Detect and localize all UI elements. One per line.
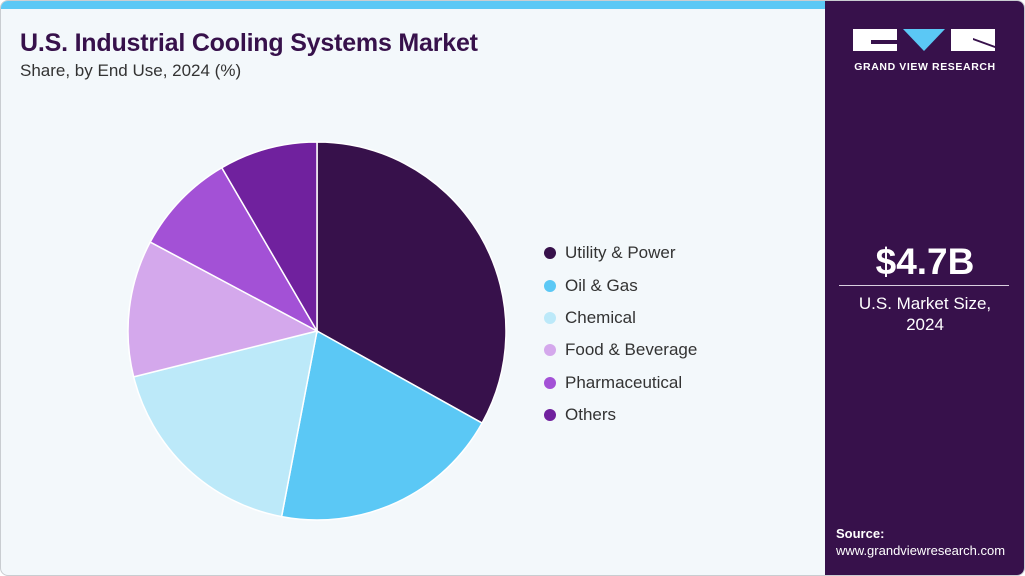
legend-dot-icon	[544, 311, 556, 324]
legend-label: Food & Beverage	[565, 340, 698, 360]
market-size-label-line2: 2024	[906, 315, 944, 334]
sidebar: GRAND VIEW RESEARCH $4.7B U.S. Market Si…	[825, 1, 1024, 575]
chart-subtitle: Share, by End Use, 2024 (%)	[20, 61, 242, 80]
legend-item-others: Others	[544, 399, 697, 431]
legend-dot-icon	[544, 376, 556, 389]
chart-title: U.S. Industrial Cooling Systems Market	[20, 29, 478, 57]
pie-slice-pharmaceutical	[149, 166, 319, 333]
pie-slice-oil-gas	[280, 329, 484, 521]
legend-item-utility-power: Utility & Power	[544, 237, 697, 269]
market-size-label: U.S. Market Size, 2024	[825, 293, 1024, 335]
market-size-value: $4.7B	[875, 241, 975, 282]
chart-area: U.S. Industrial Cooling Systems Market S…	[1, 1, 825, 575]
source-link[interactable]: www.grandviewresearch.com	[836, 543, 1006, 558]
legend-item-pharmaceutical: Pharmaceutical	[544, 367, 697, 399]
divider	[839, 285, 1009, 286]
source-label: Source:	[836, 526, 885, 541]
legend-dot-icon	[544, 344, 556, 357]
pie-chart	[127, 141, 507, 521]
legend-label: Chemical	[565, 307, 636, 327]
legend-item-chemical: Chemical	[544, 302, 697, 334]
grand-view-research-logo-icon	[853, 29, 995, 51]
legend-label: Oil & Gas	[565, 275, 638, 295]
pie-slice-chemical	[132, 329, 318, 518]
legend-label: Others	[565, 405, 617, 425]
pie-slice-others	[220, 141, 318, 334]
legend: Utility & Power Oil & Gas Chemical Food …	[544, 237, 697, 431]
brand-name: GRAND VIEW RESEARCH	[854, 61, 996, 73]
pie-slice-utility-power	[316, 141, 507, 425]
legend-item-food-beverage: Food & Beverage	[544, 334, 697, 366]
pie-slice-food-beverage	[127, 241, 320, 378]
legend-dot-icon	[544, 247, 556, 260]
legend-label: Pharmaceutical	[565, 372, 683, 392]
legend-item-oil-gas: Oil & Gas	[544, 269, 697, 301]
legend-dot-icon	[544, 279, 556, 292]
legend-dot-icon	[544, 409, 556, 422]
market-size-label-line1: U.S. Market Size,	[858, 294, 992, 313]
accent-bar	[1, 1, 825, 9]
legend-label: Utility & Power	[565, 243, 676, 263]
